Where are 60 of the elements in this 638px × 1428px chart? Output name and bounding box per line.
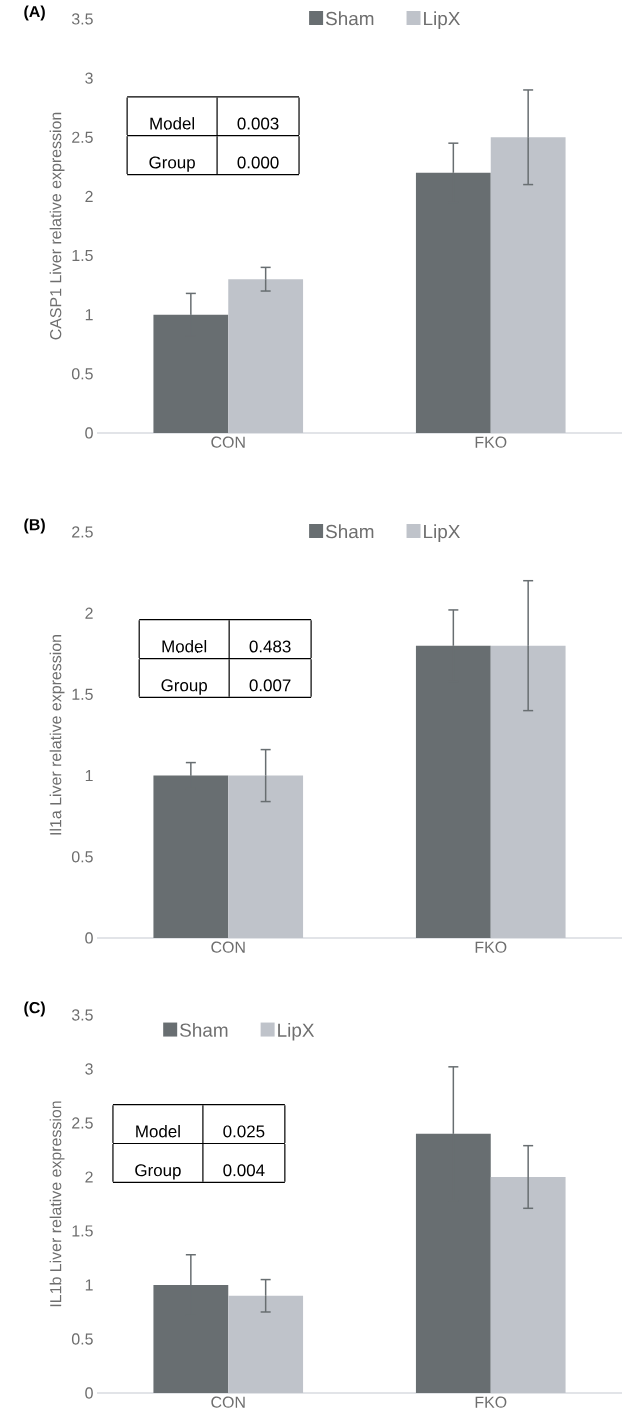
y-tick-label: 1.5 [72, 688, 93, 700]
y-tick-label: 3 [85, 72, 93, 84]
bar [490, 137, 566, 433]
y-tick-label: 1 [85, 309, 93, 321]
y-tick-label: 2.5 [72, 526, 93, 538]
y-tick-label: 2 [85, 190, 93, 202]
bar [415, 1133, 491, 1393]
y-tick-label: 3.5 [71, 13, 93, 25]
x-tick-label: CON [211, 1396, 245, 1408]
annotation: Model [150, 117, 195, 130]
annotation: 0.004 [223, 1164, 265, 1177]
x-tick-label: FKO [475, 436, 507, 448]
y-tick-label: 2 [85, 1171, 93, 1183]
legend-label: LipX [424, 11, 460, 30]
x-tick-label: FKO [475, 941, 507, 953]
y-tick-label: 0.5 [71, 1333, 93, 1345]
bar [153, 1284, 229, 1393]
bar [490, 1176, 566, 1393]
y-tick-label: 1 [85, 770, 93, 782]
x-tick-label: CON [211, 941, 245, 953]
chart-title: (B) [24, 518, 45, 534]
annotation: 0.000 [237, 156, 279, 169]
y-tick-label: 2.5 [72, 1117, 93, 1129]
legend-label: Sham [325, 524, 374, 539]
legend-label: Sham [325, 11, 374, 26]
y-tick-label: 0 [85, 427, 93, 439]
annotation: Model [136, 1124, 180, 1138]
bar [153, 314, 229, 433]
y-tick-label: 0 [85, 1387, 93, 1399]
chart-title: (C) [24, 1001, 45, 1017]
y-tick-label: 0.5 [71, 368, 93, 380]
annotation: Group [135, 1164, 181, 1180]
annotation: 0.003 [237, 117, 279, 130]
x-tick-label: CON [211, 436, 245, 448]
y-tick-label: 2 [85, 607, 93, 619]
annotation: 0.025 [223, 1125, 265, 1138]
legend-label: Sham [180, 1022, 228, 1037]
bar [415, 172, 491, 433]
y-tick-label: 1 [85, 1279, 93, 1291]
y-axis-title: Il1a Liver relative expression [49, 635, 65, 835]
y-tick-label: 1.5 [72, 1225, 93, 1237]
annotation: Group [149, 156, 195, 172]
y-tick-label: 1.5 [72, 249, 93, 262]
x-tick-label: FKO [475, 1396, 507, 1408]
annotation: 0.483 [249, 640, 291, 653]
bar [228, 1295, 304, 1393]
y-tick-label: 0 [85, 932, 93, 944]
annotation: 0.007 [249, 679, 291, 692]
y-axis-title: CASP1 Liver relative expression [49, 112, 65, 340]
annotation: Model [162, 640, 207, 653]
y-tick-label: 3.5 [71, 1009, 93, 1021]
y-tick-label: 3 [85, 1063, 93, 1075]
annotation: Group [161, 679, 207, 695]
y-tick-label: 0.5 [71, 851, 93, 863]
chart-title: (A) [24, 5, 45, 21]
bar [228, 279, 304, 433]
y-tick-label: 2.5 [72, 131, 93, 143]
y-axis-title: IL1b Liver relative expression [49, 1101, 65, 1307]
legend-label: LipX [278, 1022, 315, 1041]
legend-label: LipX [424, 524, 460, 543]
